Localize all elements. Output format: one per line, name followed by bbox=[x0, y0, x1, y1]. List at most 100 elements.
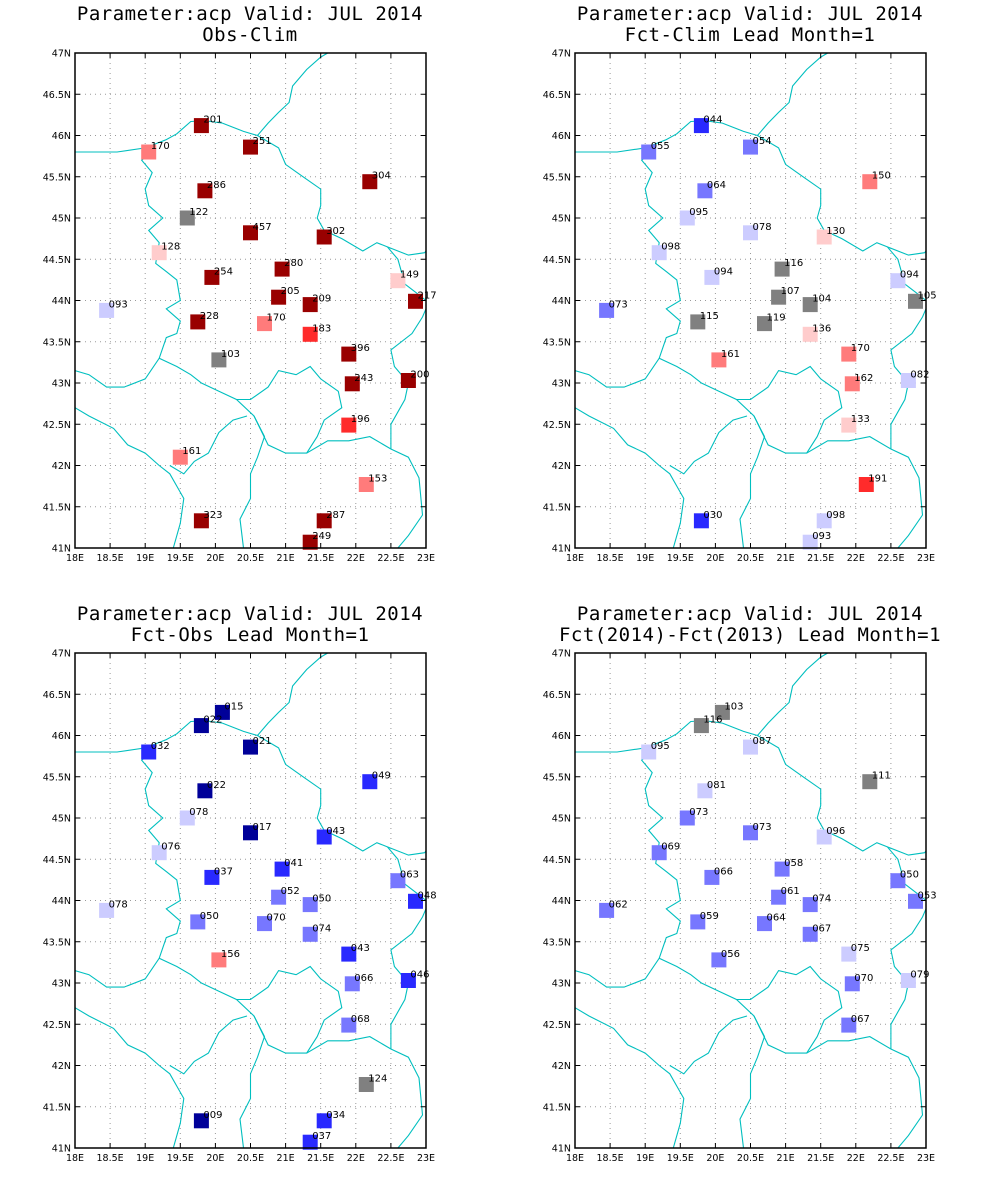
x-tick-label: 20.5E bbox=[237, 1153, 264, 1164]
x-tick-label: 20.5E bbox=[737, 1153, 764, 1164]
station-value-label: 156 bbox=[221, 949, 240, 960]
border-line bbox=[257, 735, 427, 856]
station-marker bbox=[862, 774, 878, 790]
station-marker bbox=[679, 810, 695, 826]
y-tick-label: 45.5N bbox=[43, 772, 71, 783]
station-marker bbox=[408, 893, 423, 909]
border-line bbox=[669, 1015, 748, 1075]
station-marker bbox=[816, 229, 832, 245]
station-marker bbox=[697, 783, 713, 799]
x-tick-label: 19E bbox=[636, 1153, 654, 1164]
y-tick-label: 43.5N bbox=[543, 337, 571, 348]
y-tick-label: 43.5N bbox=[43, 937, 71, 948]
station-marker bbox=[179, 810, 195, 826]
station-marker bbox=[844, 976, 860, 992]
x-tick-label: 20E bbox=[206, 1153, 224, 1164]
station-value-label: 280 bbox=[284, 258, 303, 269]
station-value-label: 017 bbox=[253, 822, 272, 833]
station-value-label: 048 bbox=[418, 890, 437, 901]
x-tick-label: 19.5E bbox=[667, 1153, 694, 1164]
station-value-label: 128 bbox=[161, 242, 180, 253]
station-value-label: 111 bbox=[872, 771, 891, 782]
station-marker bbox=[599, 302, 615, 318]
station-value-label: 073 bbox=[689, 807, 708, 818]
station-value-label: 098 bbox=[661, 242, 680, 253]
x-tick-label: 22E bbox=[347, 553, 365, 564]
station-value-label: 302 bbox=[326, 226, 345, 237]
x-tick-label: 20.5E bbox=[737, 553, 764, 564]
station-value-label: 105 bbox=[918, 290, 937, 301]
station-marker bbox=[179, 210, 195, 226]
y-tick-label: 41N bbox=[52, 1144, 71, 1155]
y-tick-label: 42.5N bbox=[43, 420, 71, 431]
x-tick-label: 22.5E bbox=[377, 1153, 404, 1164]
station-marker bbox=[243, 139, 258, 155]
station-value-label: 162 bbox=[854, 373, 873, 384]
x-tick-label: 19.5E bbox=[667, 553, 694, 564]
station-value-label: 205 bbox=[281, 286, 300, 297]
x-tick-label: 18.5E bbox=[597, 553, 624, 564]
border-line bbox=[757, 735, 927, 856]
station-marker bbox=[802, 534, 818, 550]
y-tick-label: 41.5N bbox=[43, 1102, 71, 1113]
station-value-label: 022 bbox=[203, 715, 222, 726]
x-tick-label: 23E bbox=[417, 553, 435, 564]
station-marker bbox=[641, 144, 657, 160]
station-value-label: 068 bbox=[351, 1014, 370, 1025]
station-value-label: 022 bbox=[207, 780, 226, 791]
x-tick-label: 21.5E bbox=[307, 1153, 334, 1164]
panel-fct-obs: Parameter:acp Valid: JUL 2014 Fct-Obs Le… bbox=[0, 600, 500, 1200]
y-tick-label: 43N bbox=[552, 979, 571, 990]
station-value-label: 050 bbox=[312, 894, 331, 905]
border-line bbox=[736, 965, 843, 1054]
station-marker bbox=[390, 273, 406, 289]
border-line bbox=[658, 957, 766, 1149]
station-value-label: 079 bbox=[910, 970, 929, 981]
station-marker bbox=[890, 273, 906, 289]
border-line bbox=[390, 908, 427, 1049]
y-tick-label: 44.5N bbox=[43, 255, 71, 266]
station-marker bbox=[197, 183, 213, 199]
border-line bbox=[236, 365, 343, 454]
station-value-label: 200 bbox=[410, 370, 429, 381]
panel-title: Parameter:acp Valid: JUL 2014 bbox=[76, 3, 424, 25]
station-value-label: 032 bbox=[151, 741, 170, 752]
x-tick-label: 18E bbox=[66, 1153, 84, 1164]
y-tick-label: 42N bbox=[52, 461, 71, 472]
station-value-label: 217 bbox=[418, 290, 437, 301]
x-tick-label: 22.5E bbox=[877, 553, 904, 564]
x-tick-label: 18E bbox=[566, 553, 584, 564]
station-value-label: 056 bbox=[721, 949, 740, 960]
border-line bbox=[736, 365, 843, 454]
x-tick-label: 19.5E bbox=[167, 553, 194, 564]
y-tick-label: 46.5N bbox=[43, 90, 71, 101]
station-marker bbox=[743, 225, 758, 241]
station-marker bbox=[211, 352, 227, 368]
station-value-label: 095 bbox=[651, 741, 670, 752]
station-marker bbox=[408, 293, 423, 309]
station-marker bbox=[204, 869, 220, 885]
x-tick-label: 18.5E bbox=[597, 1153, 624, 1164]
station-marker bbox=[757, 916, 772, 932]
station-marker bbox=[641, 744, 657, 760]
station-marker bbox=[679, 210, 695, 226]
y-tick-label: 44.5N bbox=[43, 855, 71, 866]
station-value-label: 074 bbox=[312, 923, 331, 934]
y-tick-label: 45N bbox=[552, 214, 571, 225]
panel-fct-clim: Parameter:acp Valid: JUL 2014 Fct-Clim L… bbox=[500, 0, 1000, 600]
border-line bbox=[574, 151, 681, 388]
station-marker bbox=[362, 774, 378, 790]
station-marker bbox=[704, 269, 720, 285]
station-value-label: 082 bbox=[910, 370, 929, 381]
station-marker bbox=[190, 914, 206, 930]
x-tick-label: 20.5E bbox=[237, 553, 264, 564]
station-marker bbox=[651, 845, 667, 861]
station-value-label: 064 bbox=[767, 913, 786, 924]
map-plot: 201 251 170 286 304 122 457 302 128 254 280 149 205 2… bbox=[43, 49, 437, 565]
y-tick-label: 42N bbox=[52, 1061, 71, 1072]
x-tick-label: 21.5E bbox=[807, 553, 834, 564]
x-tick-label: 21E bbox=[777, 1153, 795, 1164]
y-tick-label: 41.5N bbox=[543, 1102, 571, 1113]
station-value-label: 015 bbox=[224, 701, 243, 712]
